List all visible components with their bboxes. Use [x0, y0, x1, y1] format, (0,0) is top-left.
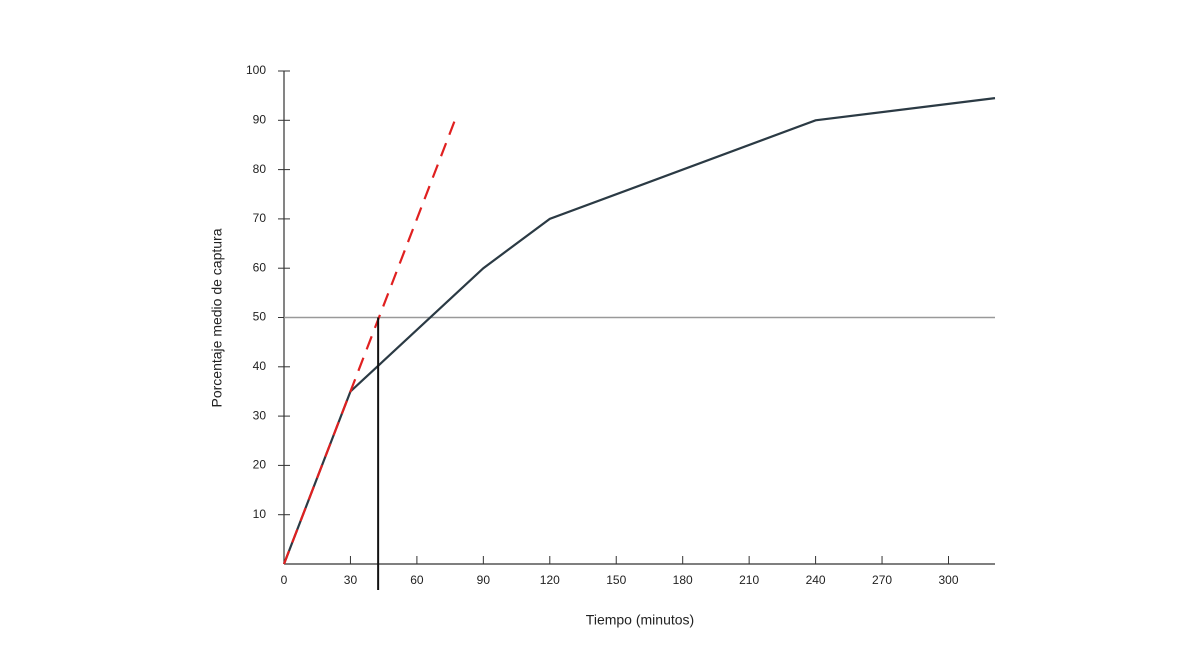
x-tick-label: 60 [410, 573, 424, 587]
y-tick-label: 30 [253, 408, 267, 422]
y-tick-label: 80 [253, 162, 267, 176]
x-tick-label: 240 [806, 573, 826, 587]
x-tick-label: 270 [872, 573, 892, 587]
y-tick-label: 40 [253, 359, 267, 373]
y-tick-label: 90 [253, 112, 267, 126]
x-tick-label: 150 [606, 573, 626, 587]
y-tick-label: 20 [253, 458, 267, 472]
dashed-line [282, 114, 458, 565]
y-tick-label: 100 [246, 63, 266, 77]
data-line [282, 97, 996, 565]
x-tick-label: 0 [281, 573, 288, 587]
y-axis-label: Porcentaje medio de captura [209, 228, 225, 407]
x-tick-label: 90 [477, 573, 491, 587]
x-tick-label: 180 [673, 573, 693, 587]
y-tick-label: 60 [253, 260, 267, 274]
y-tick-label: 10 [253, 507, 267, 521]
y-tick-label: 50 [253, 310, 267, 324]
x-axis-label: Tiempo (minutos) [586, 612, 694, 628]
x-tick-label: 300 [938, 573, 958, 587]
x-tick-label: 120 [540, 573, 560, 587]
x-tick-label: 30 [344, 573, 358, 587]
x-tick-label: 210 [739, 573, 759, 587]
y-tick-label: 70 [253, 211, 267, 225]
